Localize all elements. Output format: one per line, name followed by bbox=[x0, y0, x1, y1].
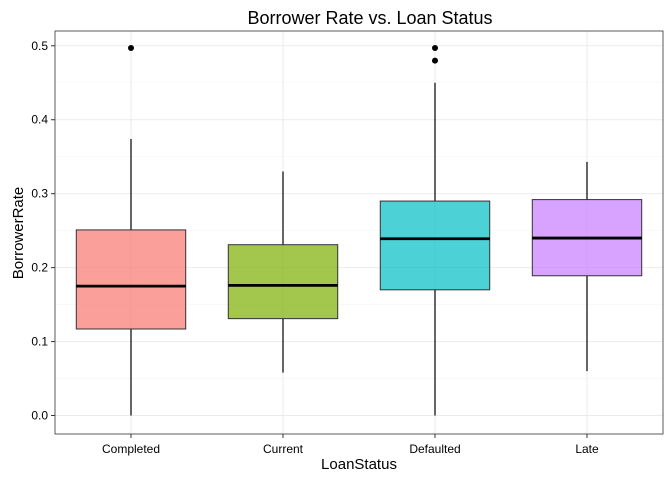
box-iqr bbox=[379, 200, 491, 291]
box-group-current bbox=[227, 171, 339, 373]
box-iqr bbox=[75, 229, 187, 330]
x-tick-label: Defaulted bbox=[409, 442, 460, 456]
box-group-late bbox=[531, 161, 643, 372]
y-tick-label: 0.4 bbox=[31, 113, 48, 127]
y-tick-label: 0.1 bbox=[31, 335, 48, 349]
x-tick-label: Completed bbox=[102, 442, 160, 456]
y-tick-label: 0.2 bbox=[31, 261, 48, 275]
y-tick-label: 0.3 bbox=[31, 187, 48, 201]
outlier-point bbox=[128, 45, 134, 52]
box-group-completed bbox=[75, 45, 187, 416]
chart-title: Borrower Rate vs. Loan Status bbox=[247, 8, 492, 28]
outlier-point bbox=[432, 45, 438, 52]
plot-area bbox=[55, 31, 663, 434]
box-group-defaulted bbox=[379, 45, 491, 416]
x-tick-label: Late bbox=[575, 442, 599, 456]
y-axis-title: BorrowerRate bbox=[10, 187, 27, 280]
x-axis: Completed Current Defaulted Late bbox=[102, 434, 599, 456]
box-iqr bbox=[227, 244, 339, 320]
panel-border bbox=[54, 30, 664, 435]
x-tick-label: Current bbox=[263, 442, 304, 456]
outlier-point bbox=[432, 57, 438, 64]
y-tick-label: 0.5 bbox=[31, 39, 48, 53]
y-axis: 0.0 0.1 0.2 0.3 0.4 0.5 bbox=[31, 39, 55, 423]
x-axis-title: LoanStatus bbox=[321, 456, 397, 473]
y-tick-label: 0.0 bbox=[31, 409, 48, 423]
